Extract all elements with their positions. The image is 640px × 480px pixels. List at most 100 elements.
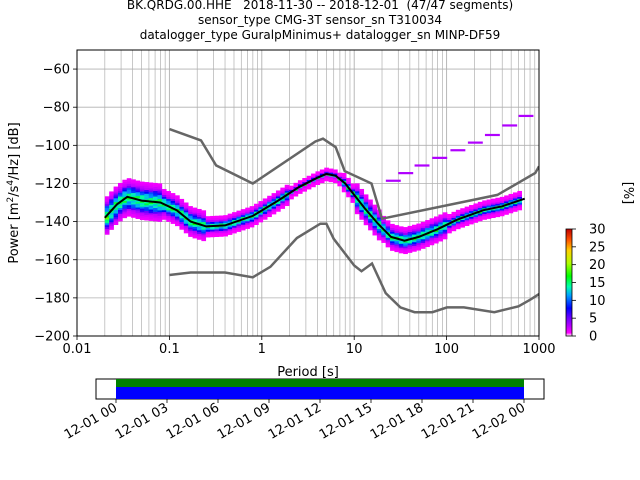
psd-heatmap-cell [403,227,408,230]
psd-heatmap-cell [170,210,176,213]
psd-heatmap-cell [135,193,141,197]
psd-heatmap-cell [368,222,373,225]
psd-heatmap-cell [144,206,149,210]
psd-heatmap-cell [438,220,444,223]
psd-heatmap-cell [512,203,518,207]
psd-heatmap-cell [183,212,189,215]
psd-heatmap-cell [385,179,401,182]
psd-heatmap-cell [196,212,202,215]
psd-heatmap-cell [420,244,426,247]
colorbar-tick-label: 10 [589,294,606,309]
psd-heatmap-cell [363,215,369,218]
psd-heatmap-cell [284,188,290,191]
psd-heatmap-cell [381,221,386,224]
psd-heatmap-cell [517,202,523,205]
psd-heatmap-cell [148,195,154,199]
psd-heatmap-cell [109,195,114,198]
psd-heatmap-cell [157,185,163,188]
psd-heatmap-cell [376,215,382,218]
psd-heatmap-cell [385,245,391,248]
psd-heatmap-cell [267,199,272,202]
psd-heatmap-cell [192,211,198,214]
psd-heatmap-cell [460,213,465,217]
psd-heatmap-cell [170,202,176,205]
time-tick-label: 12-01 18 [368,400,426,442]
psd-heatmap-cell [210,235,215,238]
psd-heatmap-cell [122,204,128,207]
psd-heatmap-cell [275,201,281,205]
psd-heatmap-cell [267,207,272,210]
psd-heatmap-cell [385,241,391,244]
psd-heatmap-cell [350,185,356,188]
psd-heatmap-cell [416,229,422,232]
psd-heatmap-cell [236,225,242,229]
psd-heatmap-cell [254,205,259,208]
psd-heatmap-cell [179,208,185,211]
psd-heatmap-cell [438,216,444,219]
psd-heatmap-cell [508,193,514,197]
psd-heatmap-cell [262,204,268,207]
psd-heatmap-cell [398,247,404,250]
psd-heatmap-cell [179,219,185,223]
psd-heatmap-cell [293,194,299,197]
psd-heatmap-cell [201,235,207,238]
psd-heatmap-cell [196,233,202,236]
psd-heatmap-cell [455,225,461,228]
psd-heatmap-cell [144,203,149,206]
psd-heatmap-cell [218,234,224,237]
psd-heatmap-cell [469,218,474,221]
colorbar-label: [%] [620,182,635,205]
psd-heatmap-cell [512,196,518,199]
psd-heatmap-cell [354,185,360,188]
psd-heatmap-cell [376,238,382,241]
psd-heatmap-cell [161,190,167,194]
psd-heatmap-cell [328,176,334,179]
psd-heatmap-cell [166,208,171,211]
psd-heatmap-cell [398,235,404,239]
psd-heatmap-cell [412,245,417,248]
psd-heatmap-cell [117,219,123,222]
psd-heatmap-cell [354,192,360,196]
psd-heatmap-cell [104,207,110,210]
psd-heatmap-cell [425,221,430,225]
psd-heatmap-cell [183,229,189,232]
psd-heatmap-cell [337,182,343,185]
psd-heatmap-cell [188,217,193,220]
psd-heatmap-cell [192,213,198,216]
psd-heatmap-cell [390,225,395,228]
psd-heatmap-cell [442,233,448,236]
psd-heatmap-cell [196,231,202,235]
psd-heatmap-cell [464,208,470,211]
psd-heatmap-cell [192,226,198,229]
psd-heatmap-cell [297,180,303,183]
psd-heatmap-cell [412,243,417,247]
psd-heatmap-cell [499,210,505,213]
x-tick-label: 1 [258,342,266,357]
psd-heatmap-cell [104,222,110,226]
psd-heatmap-cell [425,229,430,232]
psd-heatmap-cell [442,229,448,232]
psd-heatmap-cell [350,183,356,186]
psd-heatmap-cell [363,213,369,216]
psd-heatmap-cell [254,211,259,214]
psd-heatmap-cell [381,234,386,238]
psd-heatmap-cell [359,217,365,220]
psd-heatmap-cell [161,192,167,195]
psd-heatmap-cell [363,222,369,226]
psd-heatmap-cell [157,213,163,217]
psd-heatmap-cell [451,229,457,232]
psd-heatmap-cell [508,195,514,199]
psd-heatmap-cell [337,174,343,177]
psd-heatmap-cell [113,217,119,220]
psd-heatmap-cell [113,222,119,225]
psd-heatmap-cell [490,198,496,201]
psd-heatmap-cell [376,226,382,229]
psd-heatmap-cell [144,191,149,194]
psd-heatmap-cell [429,233,435,236]
psd-heatmap-cell [104,209,110,212]
psd-heatmap-cell [504,199,509,202]
psd-heatmap-cell [416,231,422,234]
psd-heatmap-cell [179,216,185,219]
psd-heatmap-cell [148,190,154,193]
psd-heatmap-cell [214,219,220,222]
